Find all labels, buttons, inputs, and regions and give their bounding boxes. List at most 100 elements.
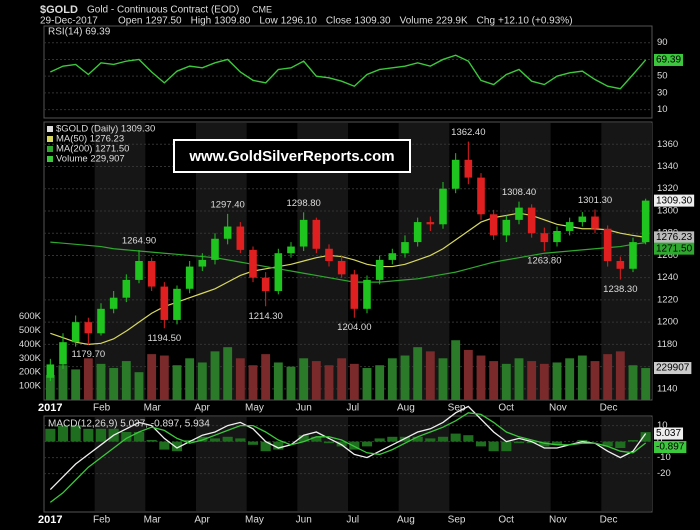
- x-tick-label: Feb: [93, 515, 111, 526]
- legend: MACD(12,26,9) 5.037, -0.897, 5.934: [48, 419, 210, 430]
- price-annotation: 1204.00: [337, 322, 371, 333]
- last-value-label: -0.897: [656, 442, 685, 453]
- y-tick-label: 1140: [657, 383, 677, 394]
- price-annotation: 1194.50: [148, 333, 182, 344]
- histogram-bar: [45, 428, 56, 442]
- price-annotation: 1308.40: [502, 187, 536, 198]
- candle-body: [312, 219, 321, 249]
- histogram-bar: [475, 441, 487, 447]
- last-value-box: [654, 441, 687, 454]
- legend: Volume 229,907: [56, 154, 125, 165]
- volume-bar: [134, 372, 144, 400]
- volume-bar: [96, 363, 106, 400]
- candle-body: [147, 261, 156, 287]
- volume-bar: [451, 340, 461, 400]
- month-band: [398, 417, 450, 511]
- volume-bar: [628, 365, 638, 400]
- volume-bar: [362, 368, 372, 400]
- x-tick-label: Nov: [549, 403, 567, 414]
- candle-body: [578, 216, 587, 223]
- histogram-bar: [159, 441, 170, 450]
- candle-body: [173, 288, 181, 320]
- candle-body: [451, 159, 460, 189]
- histogram-bar: [513, 441, 525, 444]
- x-tick-label: Sep: [448, 403, 466, 414]
- histogram-bar: [336, 441, 347, 447]
- candle-body: [363, 279, 371, 309]
- quote-value: 229.9K: [436, 16, 468, 27]
- y-tick-label: 400K: [19, 339, 42, 350]
- candle-body: [198, 259, 207, 267]
- volume-bar: [489, 361, 499, 400]
- histogram-bar: [361, 441, 373, 447]
- legend-swatch: [47, 126, 53, 132]
- x-tick-label: Apr: [194, 515, 210, 526]
- y-tick-label: 600K: [19, 311, 42, 322]
- quote-label: Volume: [400, 16, 434, 27]
- month-band: [297, 417, 348, 511]
- volume-bar: [425, 351, 435, 400]
- x-tick-label: May: [245, 515, 264, 526]
- quote-label: Chg: [477, 16, 495, 27]
- volume-bar: [210, 351, 220, 400]
- x-tick-label: Oct: [498, 403, 514, 414]
- histogram-bar: [70, 425, 81, 442]
- candle-body: [287, 246, 295, 254]
- price-annotation: 1179.70: [72, 349, 106, 360]
- quote-value: 1296.10: [281, 16, 318, 27]
- volume-bar: [286, 366, 296, 400]
- candle-body: [540, 233, 549, 243]
- legend: RSI(14) 69.39: [48, 27, 111, 38]
- volume-bar: [311, 361, 321, 400]
- x-tick-label: Dec: [600, 403, 618, 414]
- y-tick-label: 30: [657, 87, 668, 98]
- volume-bar: [527, 361, 537, 400]
- x-tick-label: Oct: [498, 515, 514, 526]
- histogram-bar: [171, 441, 183, 452]
- volume-bar: [603, 354, 613, 400]
- legend: MA(200) 1271.50: [56, 144, 129, 155]
- histogram-bar: [425, 438, 436, 442]
- histogram-bar: [273, 441, 284, 450]
- month-band: [500, 123, 551, 399]
- rsi-line: [50, 54, 647, 90]
- x-tick-label: Jun: [296, 403, 312, 414]
- volume-bar: [539, 363, 549, 400]
- exchange: CME: [252, 4, 272, 14]
- y-tick-label: 90: [657, 37, 668, 48]
- x-tick-label: 2017: [38, 402, 62, 414]
- histogram-bar: [209, 438, 221, 442]
- volume-bar: [248, 365, 258, 400]
- candle-body: [502, 219, 511, 236]
- last-value-box: [654, 362, 692, 375]
- volume-bar: [71, 369, 81, 400]
- candle-body: [527, 207, 536, 234]
- candle-body: [122, 279, 131, 298]
- candle-body: [109, 297, 118, 309]
- x-tick-label: Dec: [600, 515, 618, 526]
- candle-body: [274, 253, 283, 292]
- x-tick-label: Mar: [144, 515, 162, 526]
- candle-body: [350, 274, 359, 309]
- volume-bar: [387, 358, 397, 400]
- candle-body: [616, 261, 625, 269]
- volume-bar: [514, 358, 524, 400]
- candle-body: [641, 200, 650, 243]
- candle-body: [185, 266, 194, 289]
- volume-bar: [552, 362, 562, 400]
- volume-bar: [577, 355, 587, 400]
- candle-body: [565, 222, 574, 231]
- volume-bar: [299, 358, 309, 400]
- histogram-bar: [247, 441, 259, 445]
- volume-bar: [121, 361, 131, 400]
- volume-bar: [375, 365, 385, 400]
- signal-line: [49, 412, 647, 503]
- histogram-bar: [349, 441, 360, 450]
- histogram-bar: [83, 428, 94, 442]
- y-tick-label: 50: [657, 71, 668, 82]
- volume-bar: [476, 355, 486, 400]
- price-annotation: 1362.40: [451, 127, 485, 138]
- candle-body: [591, 216, 599, 229]
- volume-bar: [235, 358, 245, 400]
